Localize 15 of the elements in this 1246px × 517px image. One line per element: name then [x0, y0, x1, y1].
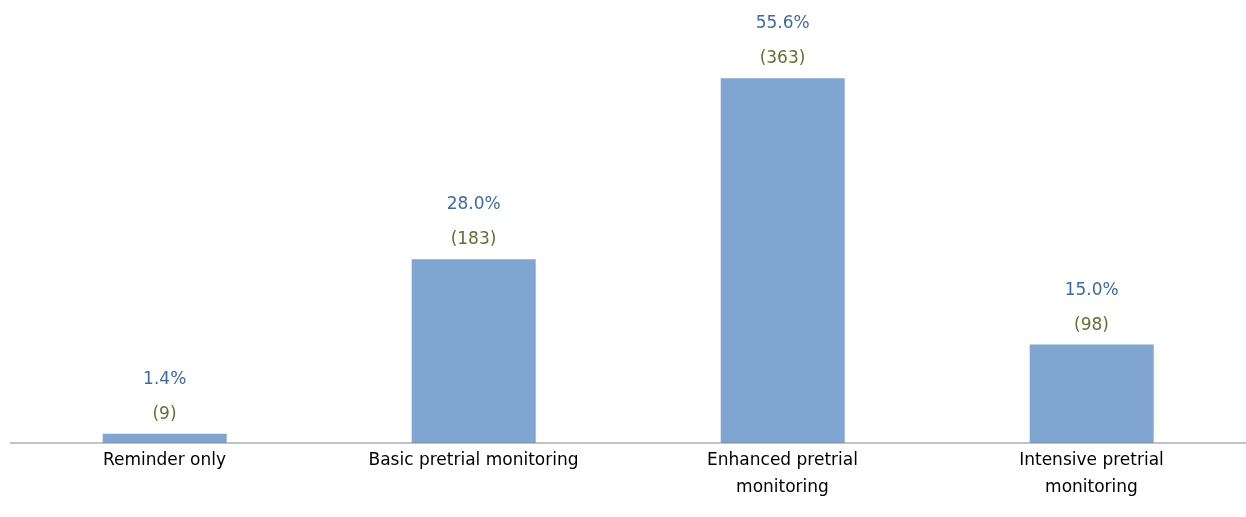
annotation: (98) [1074, 313, 1109, 334]
annotation: (9) [152, 402, 177, 423]
bar [720, 78, 845, 443]
x-tick-label: Reminder only [102, 449, 227, 469]
bar [1029, 344, 1154, 443]
annotation: (183) [450, 228, 497, 249]
x-tick-label: Intensive pretrial monitoring [1019, 449, 1164, 496]
bar [411, 259, 536, 443]
data-label: 55.6% [755, 12, 810, 33]
data-label: 15.0% [1064, 278, 1119, 299]
x-tick-label: Enhanced pretrial monitoring [707, 449, 858, 496]
data-label: 1.4% [143, 367, 187, 388]
annotation: (363) [759, 47, 806, 68]
x-tick-label: Basic pretrial monitoring [368, 449, 579, 469]
data-label: 28.0% [446, 193, 501, 214]
